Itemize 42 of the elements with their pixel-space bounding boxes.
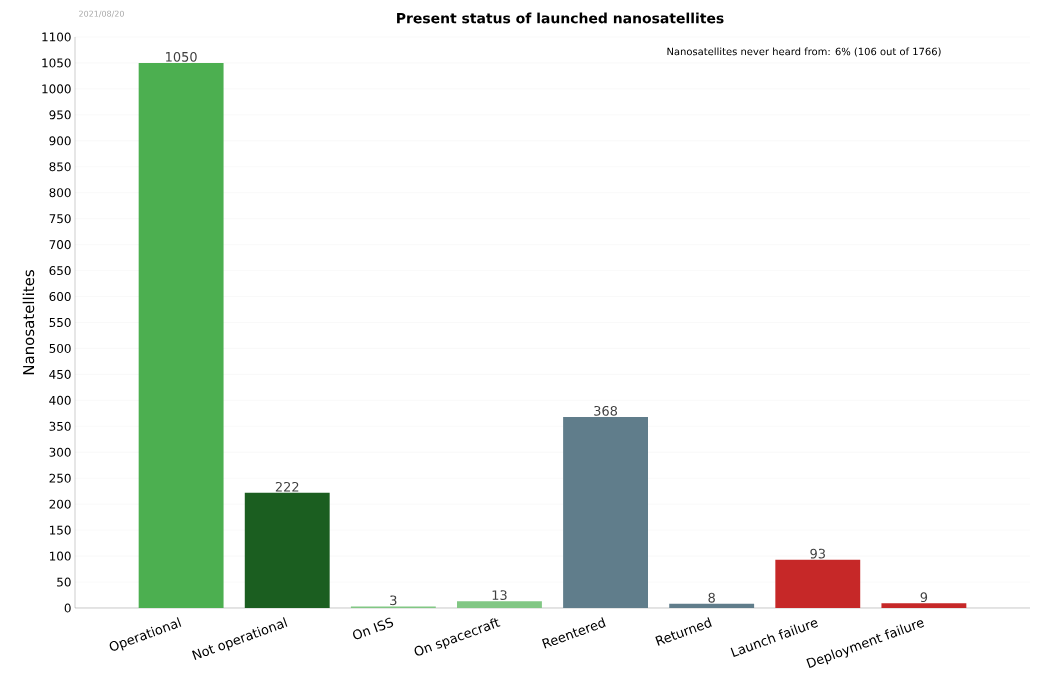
y-tick-label: 150 <box>49 525 71 535</box>
y-tick-label: 750 <box>49 214 71 224</box>
annotation: Nanosatellites never heard from: 6% (106 out of 1766) <box>667 47 941 57</box>
bar <box>244 492 330 608</box>
y-tick-label: 850 <box>49 162 71 172</box>
bar <box>457 601 542 608</box>
x-tick-label: On ISS <box>352 617 394 640</box>
y-tick-label: 50 <box>57 577 71 587</box>
y-tick-label: 950 <box>49 110 71 120</box>
data-label: 13 <box>492 590 507 601</box>
y-tick-label: 0 <box>64 603 71 613</box>
data-label: 9 <box>920 592 928 603</box>
y-tick-label: 1100 <box>42 32 71 42</box>
y-tick-label: 500 <box>49 343 71 353</box>
y-tick-label: 550 <box>49 317 71 328</box>
data-label: 93 <box>810 548 825 559</box>
data-label: 1050 <box>166 51 197 62</box>
y-tick-label: 200 <box>49 499 71 509</box>
data-label: 8 <box>708 592 715 603</box>
y-tick-label: 450 <box>49 369 71 379</box>
bar <box>775 559 861 608</box>
y-axis-title: Nanosatellites <box>22 270 35 375</box>
y-tick-label: 1050 <box>42 58 71 68</box>
data-label: 368 <box>594 405 618 416</box>
y-tick-label: 400 <box>49 395 71 405</box>
y-tick-label: 650 <box>49 266 71 276</box>
bar <box>563 416 648 608</box>
y-tick-label: 350 <box>49 421 71 431</box>
bar <box>881 603 967 608</box>
y-tick-label: 1000 <box>42 84 71 94</box>
y-tick-label: 900 <box>49 136 71 146</box>
y-tick-label: 100 <box>49 551 71 561</box>
y-tick-label: 250 <box>49 473 71 483</box>
chart-title: Present status of launched nanosatellites <box>397 12 724 24</box>
bar <box>669 603 755 608</box>
y-tick-label: 600 <box>49 292 71 302</box>
data-label: 222 <box>275 481 299 492</box>
bar <box>138 62 224 608</box>
y-tick-label: 700 <box>49 240 71 250</box>
y-tick-label: 800 <box>49 188 71 198</box>
y-tick-label: 300 <box>49 447 71 457</box>
data-label: 3 <box>390 595 397 606</box>
